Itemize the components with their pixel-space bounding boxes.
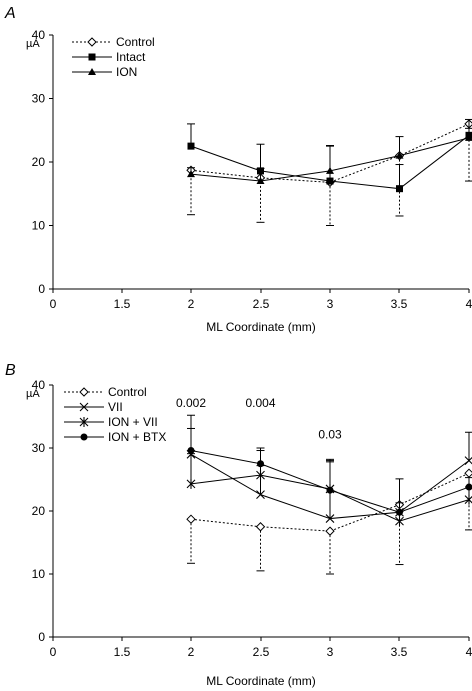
x-tick-label: 2.5: [253, 645, 270, 659]
star-marker: [464, 494, 472, 505]
y-tick-label: 0: [38, 630, 45, 644]
legend-label: VII: [108, 400, 123, 414]
star-marker: [186, 478, 196, 489]
legend-item: ION + BTX: [64, 430, 166, 444]
open-diamond-marker: [255, 522, 266, 532]
x-tick-label: 4: [466, 297, 472, 311]
x-tick-label: 1.5: [114, 645, 131, 659]
x-tick-label: 3.5: [391, 297, 408, 311]
legend-label: ION + VII: [108, 415, 158, 429]
x-tick-label: 2.5: [253, 297, 270, 311]
legend-label: ION: [116, 65, 137, 79]
open-diamond-marker: [79, 387, 89, 397]
x-marker: [256, 490, 265, 500]
y-tick-label: 40: [32, 28, 46, 42]
x-marker: [325, 514, 335, 523]
series-ion-btx: [187, 427, 472, 516]
filled-circle-marker: [257, 460, 264, 468]
p-value-annotation: 0.004: [245, 396, 275, 410]
legend-item: ION: [72, 65, 137, 79]
star-marker: [256, 470, 265, 481]
filled-square-marker: [187, 142, 195, 150]
open-diamond-marker: [186, 514, 196, 524]
legend-item: Control: [72, 35, 155, 49]
legend-label: ION + BTX: [108, 430, 166, 444]
star-marker: [79, 417, 89, 427]
filled-triangle-marker: [256, 177, 265, 185]
filled-circle-marker: [80, 433, 88, 441]
legend-item: Control: [64, 385, 147, 399]
filled-triangle-marker: [326, 166, 334, 174]
x-marker: [79, 402, 89, 412]
legend-item: VII: [64, 400, 123, 414]
x-tick-label: 3: [327, 645, 334, 659]
x-axis-title: ML Coordinate (mm): [206, 320, 316, 334]
y-tick-label: 40: [32, 378, 46, 392]
y-tick-label: 10: [32, 567, 46, 581]
x-tick-label: 3.5: [391, 645, 408, 659]
chart-panel-a: AµA 0 10 20 30 40 0 1.5 2 2.5 3 3.5 4 ML Coordinate (…: [4, 5, 472, 334]
y-tick-label: 30: [32, 441, 46, 455]
x-tick-label: 1.5: [114, 297, 131, 311]
x-tick-label: 0: [50, 645, 57, 659]
open-diamond-marker: [464, 468, 472, 478]
y-unit-label: µA: [26, 38, 40, 50]
series-ion: [187, 127, 472, 185]
filled-square-marker: [396, 185, 403, 193]
filled-circle-marker: [187, 447, 195, 455]
open-diamond-marker: [325, 526, 335, 536]
p-value-annotation: 0.002: [176, 396, 206, 410]
filled-square-marker: [88, 53, 96, 61]
legend-label: Control: [116, 35, 155, 49]
x-tick-label: 2: [188, 645, 195, 659]
filled-triangle-marker: [465, 133, 472, 141]
filled-square-marker: [326, 177, 334, 185]
x-axis-title: ML Coordinate (mm): [206, 674, 316, 688]
open-diamond-marker: [87, 37, 97, 47]
star-marker: [395, 516, 404, 527]
y-tick-label: 0: [38, 282, 45, 296]
filled-triangle-marker: [395, 151, 404, 159]
legend-item: Intact: [72, 50, 146, 64]
filled-circle-marker: [465, 483, 472, 491]
y-tick-label: 30: [32, 92, 46, 106]
chart-panel-b: BµA 0 10 20 30 40 0 1.5 2 2.5 3 3.5 4 ML Coordinate (…: [5, 362, 472, 688]
y-tick-label: 20: [32, 504, 46, 518]
y-tick-label: 10: [32, 219, 46, 233]
legend-label: Intact: [116, 50, 146, 64]
legend-item: ION + VII: [64, 415, 158, 429]
filled-circle-marker: [396, 508, 403, 516]
panel-letter: B: [5, 362, 16, 379]
x-tick-label: 0: [50, 297, 57, 311]
p-value-annotation: 0.03: [318, 428, 342, 442]
series-control: [186, 468, 472, 575]
y-tick-label: 20: [32, 155, 46, 169]
x-tick-label: 3: [327, 297, 334, 311]
filled-circle-marker: [326, 486, 334, 494]
y-unit-label: µA: [26, 388, 40, 400]
x-tick-label: 4: [466, 645, 472, 659]
x-tick-label: 2: [188, 297, 195, 311]
filled-triangle-marker: [187, 170, 195, 178]
panel-letter: A: [4, 5, 16, 22]
legend-label: Control: [108, 385, 147, 399]
filled-triangle-marker: [88, 68, 96, 75]
